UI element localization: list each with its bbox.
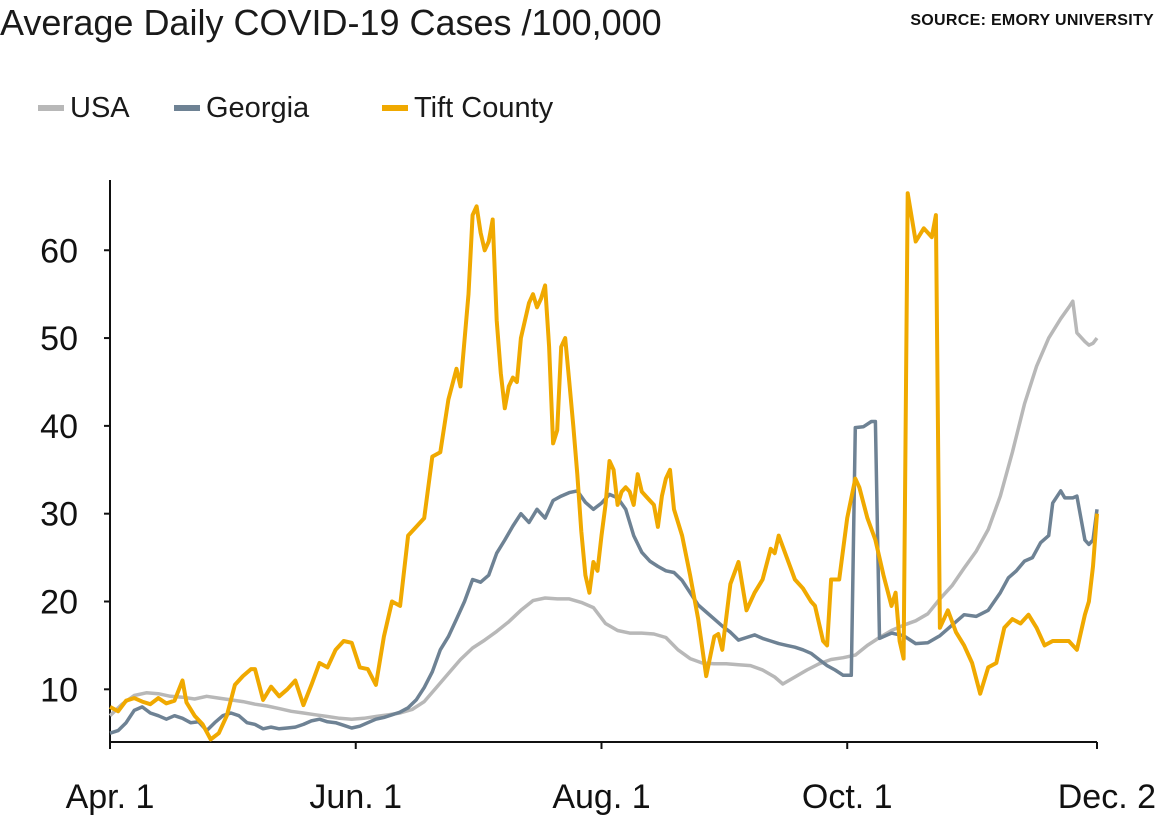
legend-item-georgia: Georgia: [174, 88, 309, 128]
axis-ticks: 10 20 30 40 50 60 Apr. 1 Jun. 1 Aug. 1 Oct. 1 Dec.…: [40, 232, 1156, 816]
series-line-usa: [108, 299, 1099, 721]
y-tick-label-20: 20: [40, 584, 78, 622]
legend-label-tift-county: Tift County: [414, 92, 554, 124]
legend-swatch-tift-county: [382, 105, 408, 111]
y-tick-label-50: 50: [40, 320, 78, 358]
y-tick-label-10: 10: [40, 671, 78, 709]
x-tick-label-aug-1: Aug. 1: [552, 778, 650, 816]
legend-swatch-georgia: [174, 105, 200, 111]
legend-label-georgia: Georgia: [206, 92, 310, 124]
x-tick-label-oct-1: Oct. 1: [802, 778, 893, 816]
legend-item-usa: USA: [38, 88, 130, 128]
y-tick-label-60: 60: [40, 232, 78, 270]
y-tick-label-40: 40: [40, 408, 78, 446]
legend-swatch-usa: [38, 105, 64, 111]
x-tick-label-dec-2: Dec. 2: [1058, 778, 1156, 816]
chart-title: Average Daily COVID-19 Cases /100,000: [0, 2, 662, 43]
x-tick-label-jun-1: Jun. 1: [309, 778, 402, 816]
series-line-tift-county: [109, 191, 1099, 742]
series-lines: [108, 191, 1099, 742]
x-tick-label-apr-1: Apr. 1: [66, 778, 155, 816]
source-credit: SOURCE: EMORY UNIVERSITY: [910, 12, 1154, 29]
legend-label-usa: USA: [70, 92, 130, 124]
legend-item-tift-county: Tift County: [382, 88, 553, 128]
legend: USA Georgia Tift County: [38, 88, 658, 128]
y-tick-label-30: 30: [40, 496, 78, 534]
